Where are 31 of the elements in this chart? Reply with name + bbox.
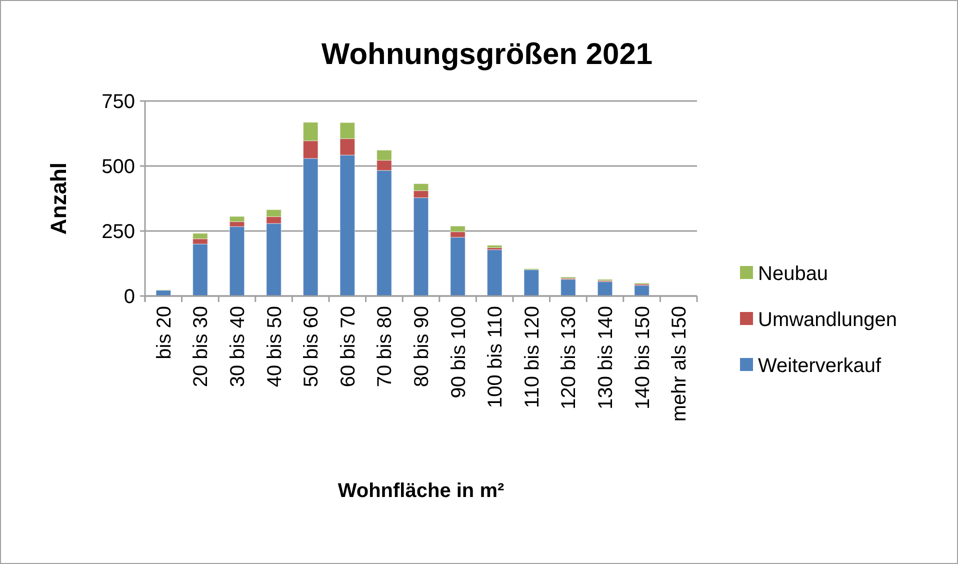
bar	[229, 226, 245, 296]
x-tick-label: 110 bis 120	[521, 306, 544, 408]
x-tick-label: 90 bis 100	[448, 306, 470, 398]
y-tick-label: 500	[102, 156, 135, 178]
x-tick-label: 140 bis 150	[632, 306, 654, 410]
bar	[486, 245, 502, 248]
x-tick-label: 50 bis 60	[300, 306, 323, 388]
x-tick-label: 120 bis 130	[558, 306, 580, 410]
bar	[560, 279, 576, 296]
legend-label: Umwandlungen	[758, 309, 897, 331]
x-tick-label: 100 bis 110	[484, 306, 507, 408]
x-tick-label: bis 20	[153, 306, 176, 360]
y-tick-label: 0	[124, 286, 135, 308]
y-tick-label: 250	[102, 221, 135, 243]
x-tick-label: 70 bis 80	[374, 306, 396, 388]
x-axis-title: Wohnfläche in m²	[338, 480, 504, 502]
legend-label: Weiterverkauf	[758, 355, 882, 377]
chart-title: Wohnungsgrößen 2021	[321, 38, 653, 71]
x-tick-label: 80 bis 90	[411, 306, 433, 388]
x-tick-label: 130 bis 140	[595, 306, 617, 410]
bar	[634, 285, 650, 296]
y-tick-label: 750	[102, 91, 135, 113]
x-tick-label: 30 bis 40	[227, 306, 249, 388]
legend-label: Neubau	[758, 263, 828, 285]
y-axis-title: Anzahl	[46, 162, 71, 235]
x-tick-label: 60 bis 70	[337, 306, 360, 388]
x-tick-label: 20 bis 30	[190, 306, 212, 388]
bar	[486, 249, 502, 296]
x-tick-label: mehr als 150	[668, 306, 691, 422]
bar	[524, 269, 540, 296]
x-tick-label: 40 bis 50	[264, 306, 286, 388]
